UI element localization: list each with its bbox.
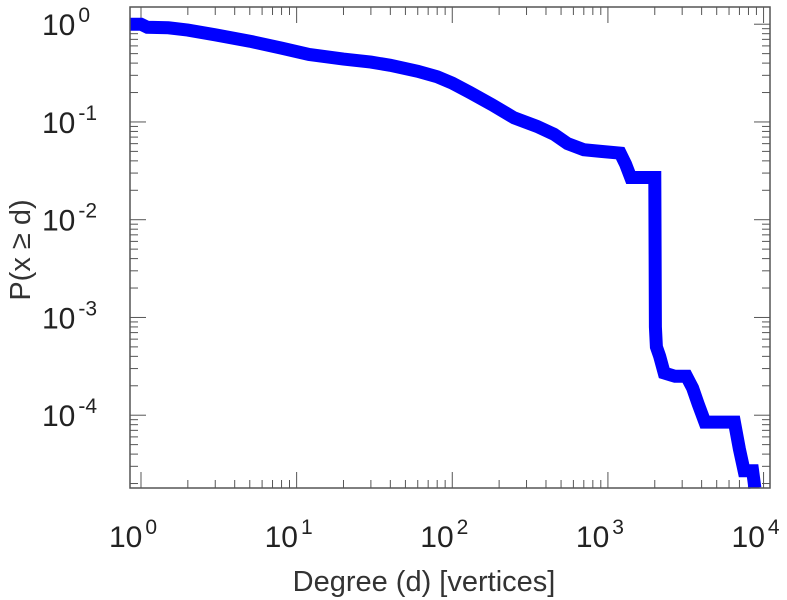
- y-tick-label: 10 -2: [42, 200, 97, 238]
- x-tick-label: 10 2: [420, 516, 468, 554]
- x-tick-labels: 10 0 10 1 10 2 10 3 10 4: [109, 516, 780, 554]
- y-tick-label: 10 0: [42, 4, 90, 42]
- y-axis-title: P(x ≥ d): [5, 199, 37, 300]
- x-axis-title: Degree (d) [vertices]: [293, 566, 556, 598]
- x-tick-label: 10 4: [732, 516, 780, 554]
- x-tick-label: 10 1: [265, 516, 313, 554]
- tick-marks: [130, 7, 770, 488]
- y-tick-label: 10 -4: [42, 395, 97, 433]
- degree-ccdf-line: [130, 17, 762, 489]
- y-tick-label: 10 -1: [42, 102, 97, 140]
- x-tick-label: 10 0: [109, 516, 157, 554]
- y-tick-label: 10 -3: [42, 297, 97, 335]
- plot-frame: [129, 6, 771, 489]
- x-tick-label: 10 3: [576, 516, 624, 554]
